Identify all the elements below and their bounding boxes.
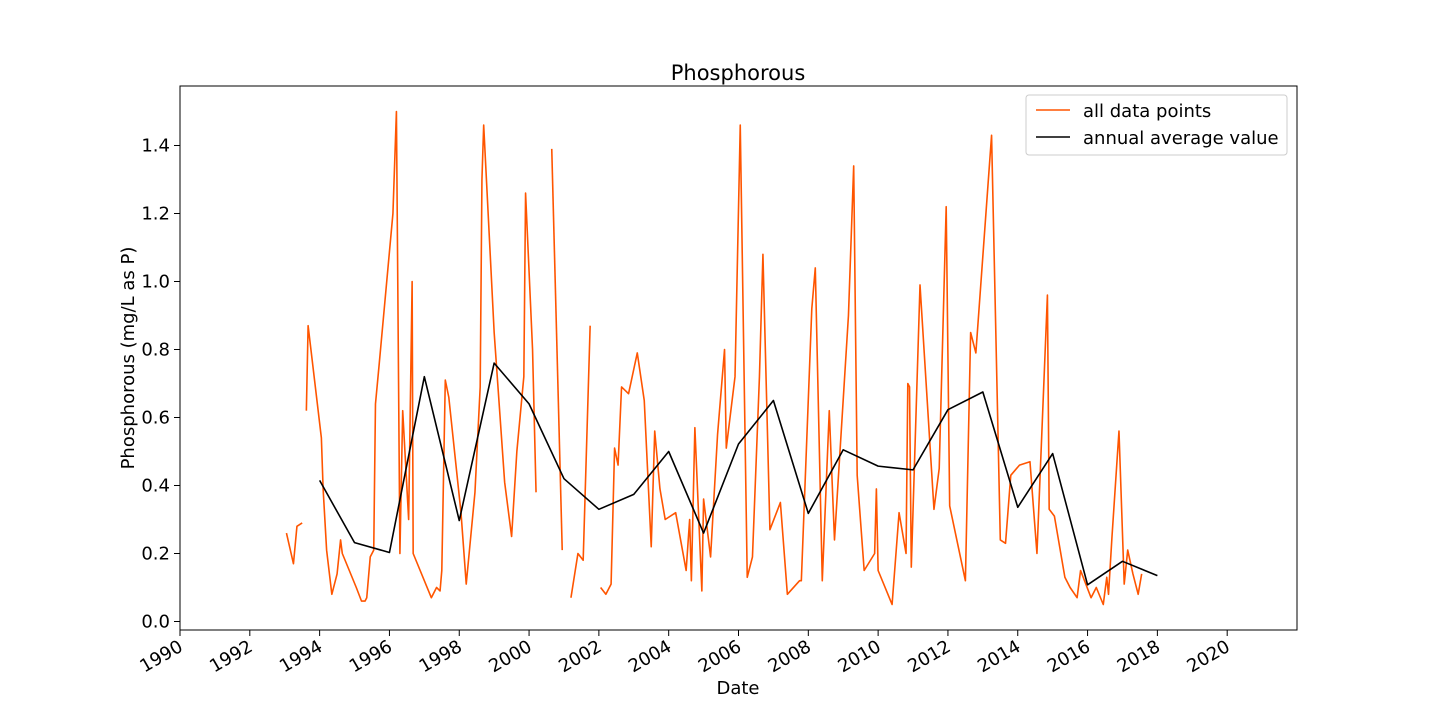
y-tick-label: 1.2 — [141, 204, 170, 225]
legend-label-all-data-points: all data points — [1083, 101, 1211, 122]
y-tick-label: 0.0 — [141, 612, 170, 633]
y-axis: 0.0 0.2 0.4 0.6 0.8 1.0 1.2 1.4 — [141, 136, 180, 633]
series-line-all-data-points — [285, 522, 303, 565]
x-tick-label: 2018 — [1114, 636, 1164, 677]
x-tick-label: 1994 — [276, 636, 326, 677]
x-tick-label: 2020 — [1184, 636, 1234, 677]
chart-title: Phosphorous — [671, 61, 806, 85]
y-tick-label: 0.2 — [141, 544, 170, 565]
x-tick-label: 1990 — [136, 636, 186, 677]
x-tick-label: 1998 — [416, 636, 466, 677]
series-line-all-data-points — [599, 124, 1143, 606]
y-tick-label: 0.4 — [141, 476, 170, 497]
legend-label-annual-average-value: annual average value — [1083, 128, 1279, 149]
series-line-annual-average-value — [318, 362, 1158, 586]
plot-area — [179, 85, 1298, 631]
y-tick-label: 1.0 — [141, 272, 170, 293]
series-layer — [285, 110, 1158, 606]
y-tick-label: 0.8 — [141, 340, 170, 361]
x-tick-label: 2006 — [695, 636, 745, 677]
x-tick-label: 2014 — [974, 636, 1024, 677]
series-line-all-data-points — [305, 110, 537, 602]
series-line-all-data-points — [570, 325, 591, 598]
x-axis: 1990 1992 1994 1996 1998 2000 2002 2004 2006 2008… — [136, 630, 1234, 677]
y-tick-label: 0.6 — [141, 408, 170, 429]
x-tick-label: 2010 — [834, 636, 884, 677]
x-axis-label: Date — [716, 678, 759, 699]
legend: all data points annual average value — [1025, 94, 1288, 156]
x-tick-label: 2008 — [765, 636, 815, 677]
y-tick-label: 1.4 — [141, 136, 170, 157]
x-tick-label: 2004 — [625, 636, 675, 677]
x-tick-label: 2002 — [555, 636, 605, 677]
series-line-all-data-points — [550, 148, 564, 551]
x-tick-label: 1996 — [346, 636, 396, 677]
y-axis-label: Phosphorous (mg/L as P) — [118, 247, 139, 470]
legend-box — [1025, 94, 1288, 156]
x-tick-label: 2012 — [904, 636, 954, 677]
x-tick-label: 2016 — [1044, 636, 1094, 677]
x-tick-label: 2000 — [485, 636, 535, 677]
x-tick-label: 1992 — [206, 636, 256, 677]
